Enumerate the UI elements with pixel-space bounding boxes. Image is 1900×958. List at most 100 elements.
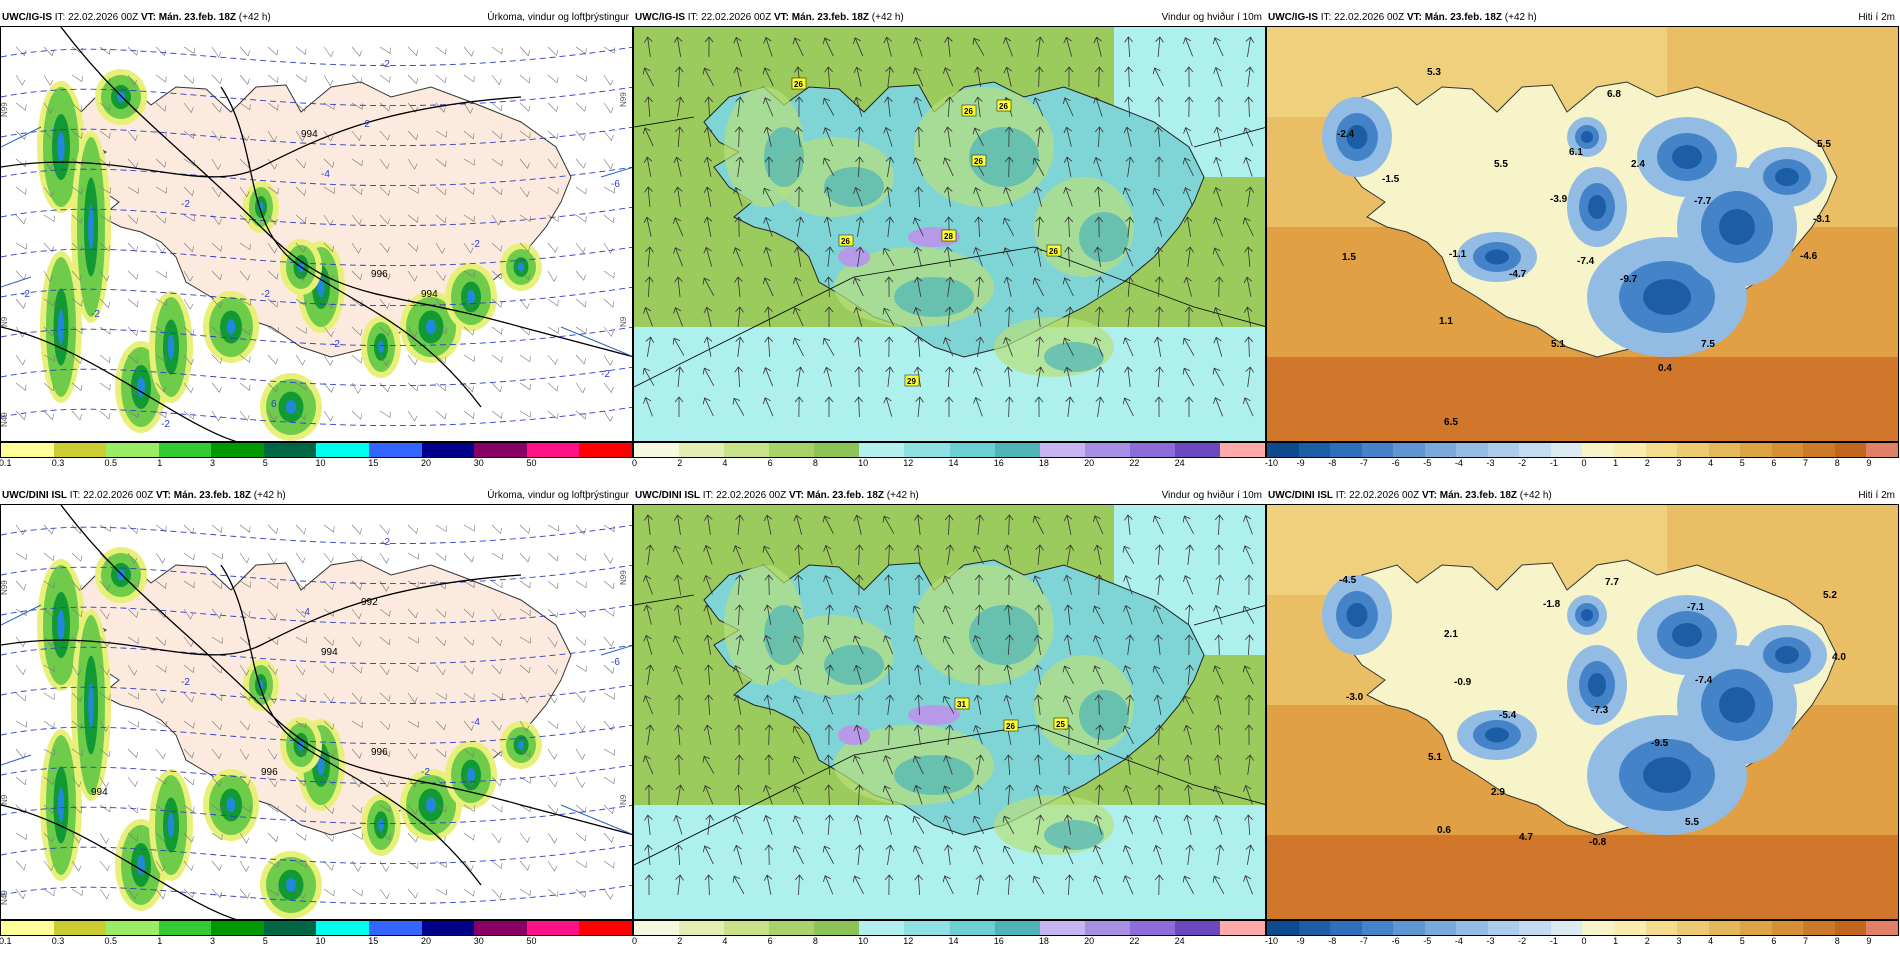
wind-arrow [885,216,894,237]
isotherm-line [1,524,632,545]
wind-arrow [1183,216,1193,237]
wind-barb [463,214,475,222]
wind-arrow [883,635,894,655]
wind-barb [351,860,362,872]
wind-arrow [822,845,834,865]
wind-arrow [973,396,983,417]
map-wind[interactable]: 31 26 25 [633,504,1266,920]
wind-arrow [854,396,864,418]
temp-value: -9.5 [1651,738,1669,749]
wind-barb [71,720,83,730]
colorbar-tick-label: -7 [1359,458,1368,468]
wind-arrow [913,634,923,655]
wind-arrow [822,337,835,356]
wind-barb [15,298,26,309]
colorbar-swatch [679,443,725,457]
wind-arrow [1062,277,1074,297]
map-precip[interactable]: -2 992 -2 994 -6 -4 996 994 -4 996 -2 N99 N9 N49 N99 N9 [0,504,633,920]
model-name: UWC/DINI ISL [2,490,67,501]
wind-arrow [825,604,834,625]
wind-arrow [1095,724,1104,745]
wind-area [1044,820,1104,850]
wind-barb [603,242,614,254]
wind-barb [127,354,139,364]
wind-arrow [733,247,744,267]
gust-value: 26 [999,102,1008,111]
colorbar-swatch [1361,443,1394,457]
wind-barb [211,608,222,619]
wind-arrow [1062,97,1074,117]
wind-arrow [912,605,925,624]
wind-barb [211,580,223,590]
wind-barb [435,524,447,533]
wind-arrow [942,157,954,177]
wind-arrow [944,844,953,865]
wind-barb [435,552,447,562]
map-temp[interactable]: -4.5 7.7 5.2 -1.8 -7.1 2.1 4.0 -0.9 -7.4 -3.0 -5.4… [1266,504,1899,920]
wind-barb [211,636,223,644]
map-temp[interactable]: 5.3 6.8 -2.4 5.5 6.1 -1.5 2.4 5.5 -3.9 -7.7 -3.1 -1… [1266,26,1899,442]
map-wind[interactable]: 26 26 26 26 26 28 26 29 [633,26,1266,442]
wind-barb [603,158,614,170]
wind-arrow [884,874,894,896]
wind-arrow [703,126,713,147]
panel-title: Hiti í 2m [1858,490,1895,501]
wind-barb [407,832,418,843]
wind-barb [127,608,139,618]
precip-area [137,855,145,875]
wind-barb [463,74,475,83]
wind-arrow [675,126,684,148]
wind-arrow [1034,754,1043,775]
wind-area [894,277,974,317]
contour-label: 994 [91,787,108,798]
wind-arrow [1092,875,1104,895]
wind-barb [351,130,362,142]
wind-barb [71,860,82,872]
wind-arrow [972,127,984,147]
wind-barb [575,354,587,365]
wind-barb [351,636,362,648]
wind-barb [71,186,83,195]
wind-arrow [884,664,894,686]
panel-header: UWC/IG-IS IT: 22.02.2026 00Z VT: Mán. 23… [633,10,1266,26]
wind-barb [183,130,195,139]
wind-arrow [1094,66,1104,88]
wind-barb [155,214,167,224]
wind-arrow [1032,157,1045,176]
wind-barb [155,186,167,194]
wind-arrow [1063,634,1073,655]
wind-barb [351,326,363,336]
wind-barb [575,326,587,335]
map-precip[interactable]: -2 -2 -2 -4 -6 -2 -2 -2 994 996 994 -2 -2 6 -2 -2 N99 N9 N… [0,26,633,442]
wind-barb [519,354,531,363]
isobar-line [60,505,632,836]
panel-title: Úrkoma, vindur og loftþrýstingur [487,490,629,501]
wind-arrow [703,156,713,177]
wind-barb [379,748,391,758]
wind-barb [267,692,278,704]
wind-barb [435,298,446,310]
colorbar-tick-label: 6 [1771,936,1777,946]
temp-value: -1.5 [1382,174,1400,185]
wind-arrow [1004,574,1014,596]
wind-barb [575,186,587,195]
wind-barb [71,552,83,562]
wind-barb [323,214,334,226]
wind-barb [603,298,615,308]
wind-arrow [673,574,683,595]
wind-arrow [912,845,924,865]
wind-barb [267,326,279,334]
wind-arrow [792,725,805,744]
temp-value: -7.7 [1694,196,1712,207]
wind-barb [435,382,447,392]
wind-barb [211,524,223,534]
wind-barb [519,410,531,418]
wind-arrow [942,875,954,895]
wind-barb [463,158,475,166]
wind-arrow [763,814,773,835]
colorbar-tick-label: 6 [1771,458,1777,468]
wind-arrow [1064,754,1074,776]
wind-barb [15,158,27,167]
wind-arrow [1155,36,1164,57]
wind-arrow [792,37,804,57]
